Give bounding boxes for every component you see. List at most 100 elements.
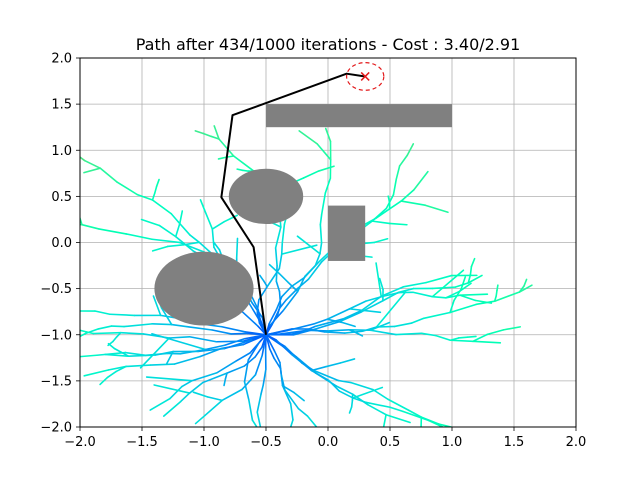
tree-edge-382 xyxy=(279,361,283,376)
tree-edge-340 xyxy=(248,398,254,422)
tree-edge-232 xyxy=(266,267,281,288)
tree-edge-334 xyxy=(169,385,183,400)
tree-edge-337 xyxy=(247,341,260,361)
tree-edge-34 xyxy=(469,265,473,276)
tree-edge-16 xyxy=(449,339,474,343)
tree-edge-141 xyxy=(388,200,402,210)
tree-edge-341 xyxy=(251,419,258,427)
tree-edge-231 xyxy=(259,274,265,282)
tree-edge-187 xyxy=(83,167,101,174)
tree-edge-405 xyxy=(337,379,352,384)
tree-edge-137 xyxy=(375,208,391,220)
tree-edge-130 xyxy=(281,285,293,298)
tree-edge-385 xyxy=(297,407,309,417)
y-tick-label-3: −0.5 xyxy=(40,282,72,297)
tree-edge-85 xyxy=(274,247,278,267)
tree-edge-362 xyxy=(243,356,257,367)
tree-edge-321 xyxy=(166,350,174,365)
tree-edge-381 xyxy=(273,349,281,364)
tree-edge-72 xyxy=(475,300,496,306)
axis-ticks: −2.0 −1.5 −1.0 −0.5 0.0 0.5 1.0 1.5 2.0 −2.0 −1.5 −… xyxy=(40,52,586,451)
tree-edge-35 xyxy=(470,257,476,268)
obstacle-ellipse-3 xyxy=(154,251,254,326)
tree-edge-417 xyxy=(310,365,327,372)
tree-edge-346 xyxy=(256,393,262,413)
tree-edge-69 xyxy=(453,288,462,302)
tree-edge-189 xyxy=(80,156,86,162)
tree-edge-432 xyxy=(314,318,344,328)
tree-edge-163 xyxy=(298,130,318,145)
tree-edge-431 xyxy=(302,325,317,333)
tree-edge-280 xyxy=(110,325,125,328)
x-tick-label-0: −2.0 xyxy=(64,435,96,450)
tree-edge-110 xyxy=(307,260,323,281)
tree-edge-165 xyxy=(324,127,332,143)
tree-edge-430 xyxy=(290,330,304,336)
tree-edge-201 xyxy=(235,237,239,259)
y-tick-label-2: −1.0 xyxy=(40,328,72,343)
tree-edge-370 xyxy=(162,400,182,417)
tree-edge-96 xyxy=(236,168,244,172)
tree-edge-313 xyxy=(106,370,118,379)
tree-edge-12 xyxy=(435,334,452,342)
goal-circle xyxy=(346,62,385,91)
tree-edge-358 xyxy=(204,399,223,417)
tree-edge-208 xyxy=(151,238,181,244)
tree-edge-413 xyxy=(437,423,455,427)
tree-edge-366 xyxy=(201,372,228,384)
tree-edge-211 xyxy=(81,223,100,230)
tree-edge-435 xyxy=(375,262,382,298)
tree-edge-426 xyxy=(389,406,404,413)
tree-edge-434 xyxy=(360,295,382,312)
tree-edge-181 xyxy=(151,192,156,201)
tree-edge-43 xyxy=(348,308,382,314)
tree-edge-147 xyxy=(268,309,284,327)
tree-edge-373 xyxy=(273,357,282,370)
tree-edge-353 xyxy=(254,354,263,376)
tree-edge-396 xyxy=(348,406,353,414)
tree-edge-177 xyxy=(189,234,201,244)
goal-region xyxy=(346,62,385,91)
goal-marker-b xyxy=(360,71,370,81)
tree-edge-325 xyxy=(113,347,123,354)
tree-edge-104 xyxy=(213,125,220,140)
tree-edge-185 xyxy=(116,181,139,196)
tree-edge-209 xyxy=(125,233,153,241)
tree-edge-283 xyxy=(80,332,87,338)
tree-edge-395 xyxy=(350,399,354,408)
tree-edge-101 xyxy=(210,135,220,140)
tree-edge-46 xyxy=(382,291,401,298)
tree-edge-60 xyxy=(323,331,346,334)
tree-edge-182 xyxy=(153,185,158,194)
x-tick-label-1: −1.5 xyxy=(126,435,158,450)
tree-edge-44 xyxy=(348,300,367,310)
tree-edge-95 xyxy=(241,169,250,172)
tree-edge-433 xyxy=(342,309,363,320)
x-tick-label-6: 1.0 xyxy=(442,435,463,450)
tree-edge-76 xyxy=(493,291,521,303)
tree-edge-255 xyxy=(158,224,177,238)
tree-edge-252 xyxy=(174,235,194,252)
tree-edge-356 xyxy=(206,396,223,402)
tree-edge-64 xyxy=(375,325,396,328)
obstacle-rect-1 xyxy=(328,205,366,261)
tree-edge-227 xyxy=(256,311,261,324)
tree-edge-258 xyxy=(221,325,247,333)
tree-edge-292 xyxy=(95,351,127,357)
tree-edge-83 xyxy=(275,280,281,293)
tree-edge-318 xyxy=(223,339,253,350)
tree-edge-253 xyxy=(174,223,181,238)
tree-edge-327 xyxy=(104,353,130,358)
tree-edge-68 xyxy=(449,299,455,314)
tree-edge-378 xyxy=(289,402,294,421)
tree-edge-228 xyxy=(256,299,260,313)
tree-edge-10 xyxy=(395,332,423,336)
solution-path xyxy=(220,72,366,335)
tree-edge-223 xyxy=(223,214,238,223)
tree-edge-256 xyxy=(140,218,161,227)
tree-edge-316 xyxy=(83,369,110,377)
tree-edge-297 xyxy=(168,335,191,339)
tree-edge-148 xyxy=(282,290,299,312)
tree-edge-323 xyxy=(127,354,156,358)
tree-edge-160 xyxy=(324,177,332,194)
